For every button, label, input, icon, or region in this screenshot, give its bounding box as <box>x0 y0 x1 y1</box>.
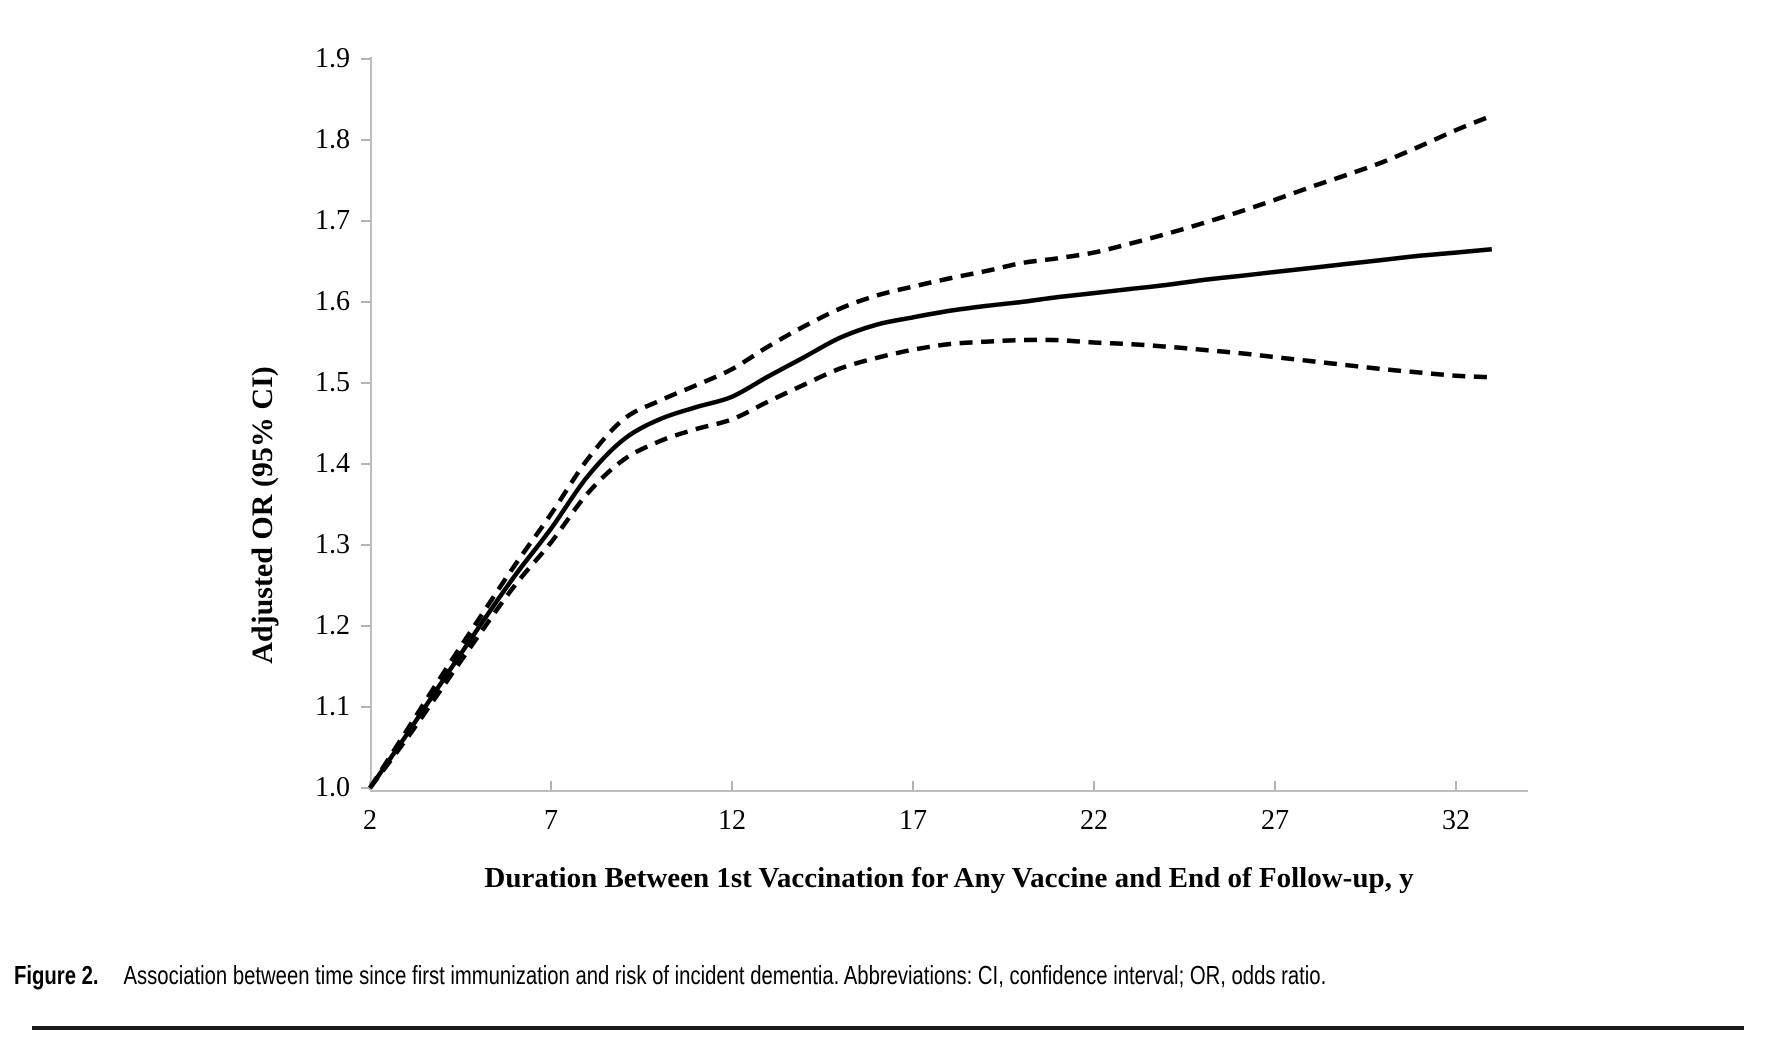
y-tick <box>361 544 370 546</box>
y-tick-label: 1.6 <box>315 286 350 317</box>
curve-adjusted-or <box>368 247 1493 790</box>
x-tick <box>1455 781 1457 790</box>
x-tick-label: 2 <box>363 805 377 836</box>
x-tick-label: 7 <box>544 805 558 836</box>
y-tick-label: 1.2 <box>315 610 350 641</box>
y-tick <box>361 301 370 303</box>
y-tick <box>361 625 370 627</box>
x-axis-title: Duration Between 1st Vaccination for Any… <box>484 862 1414 894</box>
x-tick <box>369 781 371 790</box>
x-tick-label: 17 <box>899 805 927 836</box>
figure-caption-label: Figure 2. <box>14 960 99 990</box>
y-tick-label: 1.4 <box>315 448 350 479</box>
x-tick-label: 22 <box>1080 805 1108 836</box>
y-tick <box>361 787 370 789</box>
y-tick <box>361 139 370 141</box>
x-tick <box>1093 781 1095 790</box>
x-tick <box>1274 781 1276 790</box>
y-tick <box>361 220 370 222</box>
curve-lower-95-ci-bound <box>368 337 1492 790</box>
x-tick <box>731 781 733 790</box>
x-tick-label: 32 <box>1442 805 1470 836</box>
x-tick <box>550 781 552 790</box>
y-tick <box>361 706 370 708</box>
y-tick <box>361 58 370 60</box>
x-tick <box>912 781 914 790</box>
bottom-divider-rule <box>32 1026 1744 1030</box>
y-tick-label: 1.3 <box>315 529 350 560</box>
y-tick <box>361 463 370 465</box>
y-tick-label: 1.8 <box>315 124 350 155</box>
y-tick-label: 1.7 <box>315 205 350 236</box>
y-tick <box>361 382 370 384</box>
figure-caption-text: Association between time since first imm… <box>123 960 1327 990</box>
x-tick-label: 27 <box>1261 805 1289 836</box>
y-tick-label: 1.1 <box>315 691 350 722</box>
y-tick-label: 1.0 <box>315 772 350 803</box>
figure-caption: Figure 2. Association between time since … <box>14 960 1774 991</box>
y-axis-title: Adjusted OR (95% CI) <box>246 366 279 664</box>
y-tick-label: 1.9 <box>315 43 350 74</box>
curve-upper-95-ci-bound <box>368 113 1493 790</box>
y-axis-line <box>370 57 372 792</box>
y-tick-label: 1.5 <box>315 367 350 398</box>
x-tick-label: 12 <box>718 805 746 836</box>
x-axis-line <box>370 790 1528 792</box>
